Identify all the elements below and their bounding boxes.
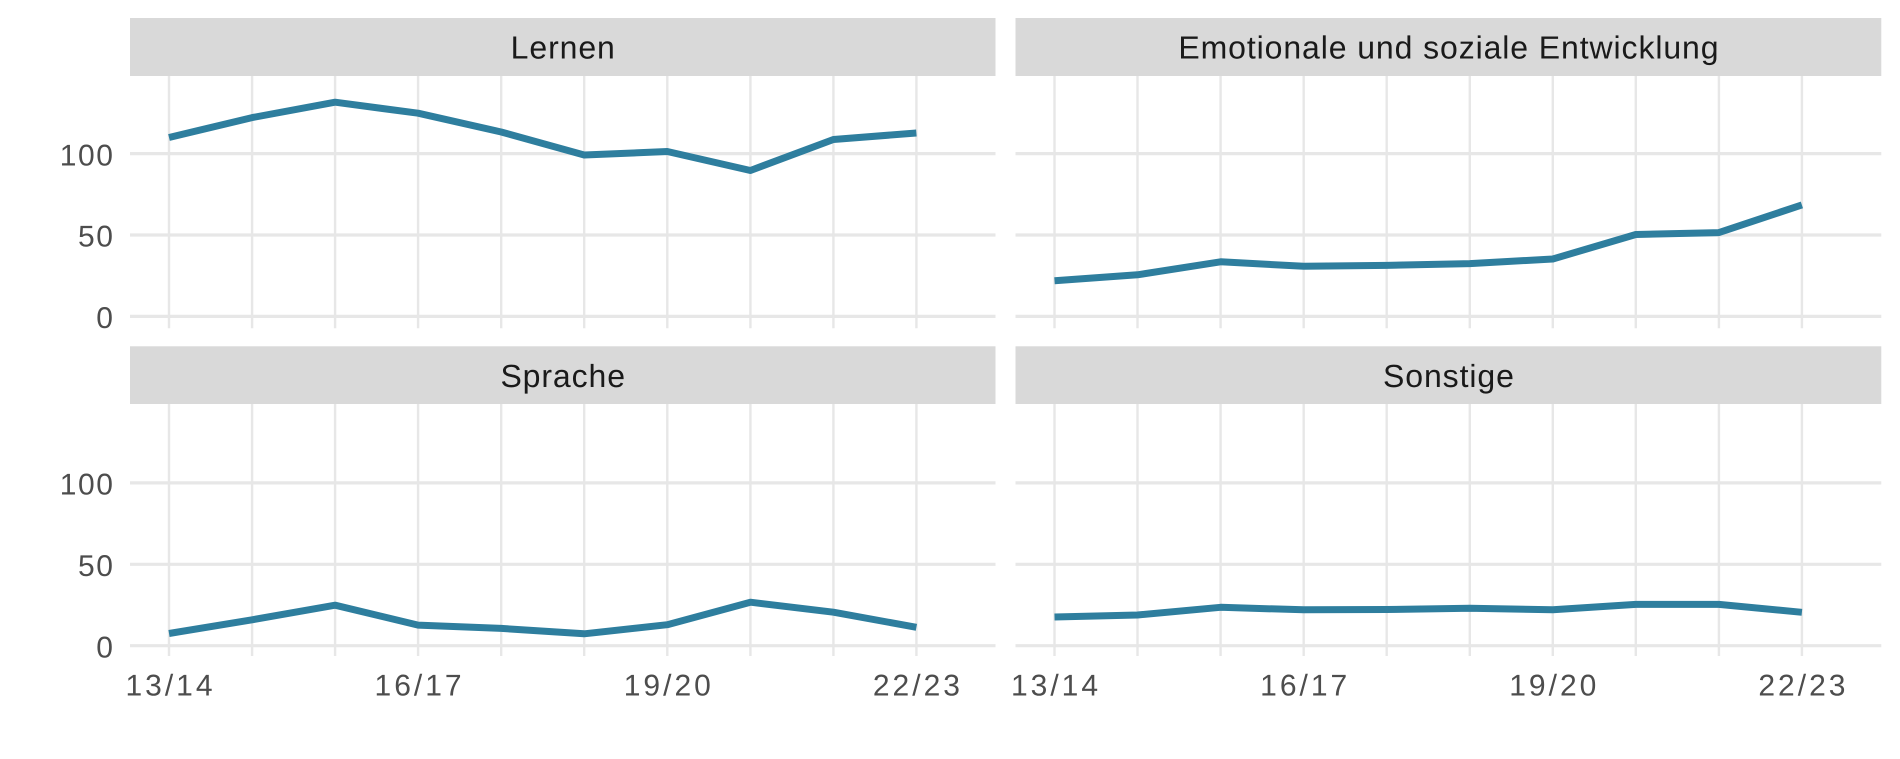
svg-text:16/17: 16/17 — [1260, 670, 1350, 703]
svg-text:19/20: 19/20 — [1509, 670, 1599, 703]
svg-text:19/20: 19/20 — [624, 670, 714, 703]
svg-text:50: 50 — [78, 221, 115, 254]
svg-text:0: 0 — [96, 631, 114, 664]
svg-text:16/17: 16/17 — [375, 670, 465, 703]
svg-text:22/23: 22/23 — [873, 670, 963, 703]
svg-text:Sprache: Sprache — [500, 358, 626, 394]
svg-text:Sonstige: Sonstige — [1383, 358, 1515, 394]
svg-text:Emotionale und soziale Entwick: Emotionale und soziale Entwicklung — [1178, 30, 1719, 66]
svg-text:Lernen: Lernen — [511, 30, 616, 66]
svg-text:100: 100 — [60, 139, 115, 172]
svg-text:13/14: 13/14 — [125, 670, 215, 703]
svg-text:50: 50 — [78, 550, 115, 583]
svg-text:100: 100 — [60, 469, 115, 502]
svg-text:0: 0 — [96, 302, 114, 335]
svg-text:13/14: 13/14 — [1011, 670, 1101, 703]
svg-text:22/23: 22/23 — [1758, 670, 1848, 703]
